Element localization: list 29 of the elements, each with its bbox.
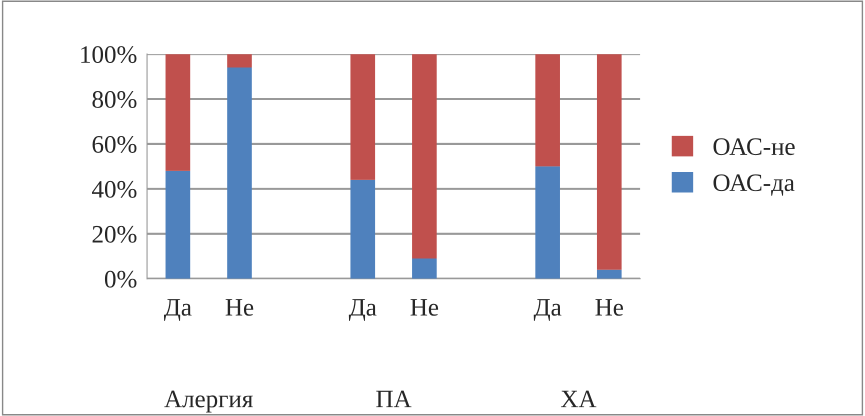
legend-label: ОАС-не (713, 138, 795, 156)
x-tick-label: Не (595, 299, 623, 316)
bar (166, 170, 190, 279)
legend-label: ОАС-да (713, 174, 795, 196)
y-tick-label: 20% (92, 226, 136, 243)
bar (596, 54, 622, 270)
y-tick-label: 80% (92, 91, 136, 108)
bar (412, 54, 437, 258)
x-tick-label: Да (534, 299, 562, 321)
bar (412, 258, 437, 279)
text: ХА (560, 390, 596, 408)
y-tick-label: 100% (81, 46, 136, 64)
text: Алергия (164, 390, 253, 413)
x-tick-label: Да (348, 299, 376, 321)
y-tick-label: 60% (92, 136, 136, 153)
y-tick-label: 0% (104, 270, 136, 288)
bar (227, 54, 252, 68)
bar (350, 54, 376, 180)
y-tick-label: 40% (92, 180, 136, 198)
x-tick-label: Да (164, 299, 192, 321)
text: ПА (376, 390, 412, 408)
bar (166, 54, 190, 171)
bar (350, 180, 376, 279)
bar (227, 68, 252, 279)
x-tick-label: Не (226, 299, 254, 316)
x-tick-label: Не (410, 299, 438, 316)
bar (596, 270, 622, 279)
bar (535, 54, 560, 166)
bar (535, 166, 560, 279)
